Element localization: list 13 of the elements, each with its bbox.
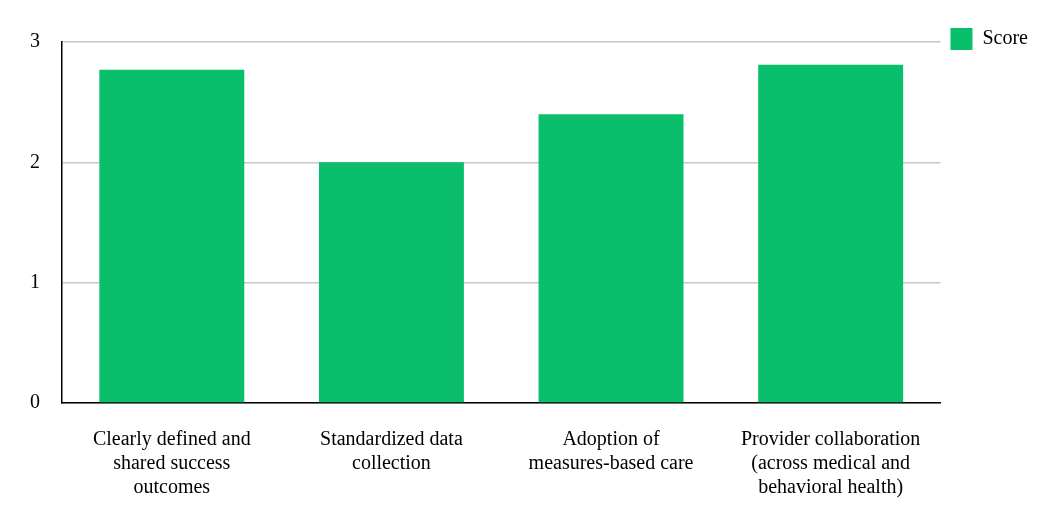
y-tick-label: 3 <box>30 29 40 52</box>
x-tick-label: Clearly defined and shared success outcomes <box>92 427 251 498</box>
y-tick-label: 0 <box>30 390 40 413</box>
x-tick-label: Standardized data collection <box>320 427 463 474</box>
y-tick-label: 2 <box>30 149 40 172</box>
x-tick-label: Adoption of measures-based care <box>528 427 694 474</box>
bar <box>99 69 245 403</box>
bar <box>758 64 904 403</box>
legend-label: Score <box>982 26 1029 49</box>
bar <box>538 114 684 403</box>
bar <box>318 162 464 403</box>
x-tick-label: Provider collaboration (across medical and behavioral health) <box>740 427 921 499</box>
y-tick-label: 1 <box>30 269 40 292</box>
